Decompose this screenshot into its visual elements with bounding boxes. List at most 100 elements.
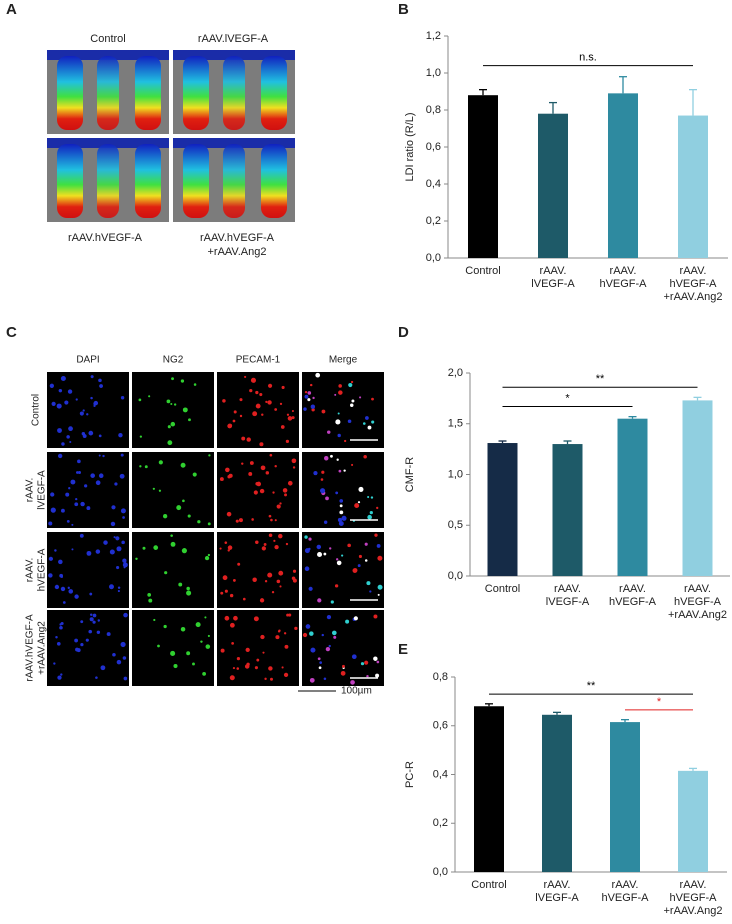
cell-dot — [232, 419, 236, 423]
y-tick-label: 0,8 — [433, 671, 448, 683]
cell-dot — [305, 624, 311, 629]
cell-dot — [180, 627, 186, 632]
cell-dot — [90, 396, 93, 400]
cell-dot — [292, 466, 296, 469]
cell-dot — [303, 407, 307, 411]
micrograph — [302, 532, 384, 608]
cell-dot — [70, 479, 76, 485]
cell-dot — [270, 518, 273, 522]
cell-dot — [158, 460, 163, 465]
cell-dot — [219, 547, 222, 550]
bar — [487, 443, 518, 576]
cell-dot — [60, 575, 63, 579]
cell-dot — [170, 421, 176, 427]
cell-dot — [122, 656, 127, 660]
cell-dot — [233, 410, 237, 414]
y-tick-label: 0,2 — [433, 817, 448, 829]
cell-dot — [246, 662, 250, 667]
y-tick-label: 1,0 — [426, 67, 441, 79]
cell-dot — [119, 473, 125, 479]
cell-dot — [315, 372, 321, 378]
cell-dot — [99, 384, 103, 388]
cell-dot — [186, 590, 192, 596]
cell-dot — [79, 533, 84, 538]
cell-dot — [170, 534, 173, 537]
row-label: Control — [31, 394, 42, 426]
micrograph — [132, 372, 214, 448]
cell-dot — [195, 622, 201, 628]
cell-dot — [282, 488, 288, 493]
cell-dot — [204, 555, 210, 561]
cell-dot — [304, 394, 309, 399]
cell-dot — [86, 506, 91, 511]
y-tick-label: 1,0 — [448, 468, 463, 480]
cell-dot — [236, 667, 240, 670]
cell-dot — [158, 489, 162, 492]
x-tick-label: lVEGF-A — [546, 596, 590, 608]
cell-dot — [331, 630, 337, 636]
cell-dot — [69, 440, 72, 443]
cell-dot — [307, 391, 312, 395]
cell-dot — [59, 625, 63, 630]
micrograph — [47, 372, 129, 448]
cell-dot — [205, 644, 211, 649]
cell-dot — [142, 546, 146, 550]
cell-dot — [61, 442, 65, 446]
cell-dot — [147, 593, 152, 597]
cell-dot — [166, 399, 171, 404]
cell-dot — [193, 383, 197, 386]
cell-dot — [170, 541, 176, 547]
cell-dot — [354, 503, 360, 509]
cell-dot — [96, 630, 101, 635]
image-label: rAAV.lVEGF-A — [198, 33, 269, 45]
cell-dot — [148, 395, 151, 398]
cell-dot — [377, 555, 383, 561]
cell-dot — [139, 465, 142, 468]
cell-dot — [219, 477, 224, 482]
cell-dot — [347, 419, 352, 424]
cell-dot — [89, 592, 93, 596]
cell-dot — [200, 640, 203, 643]
cell-dot — [274, 464, 277, 468]
cell-dot — [274, 519, 277, 522]
micrograph — [47, 532, 129, 608]
cell-dot — [90, 375, 94, 379]
cell-dot — [260, 465, 266, 471]
cell-dot — [153, 545, 159, 550]
cell-dot — [285, 542, 289, 546]
cell-dot — [336, 458, 339, 461]
ldi-paw — [135, 56, 161, 130]
cell-dot — [82, 409, 85, 412]
cell-dot — [338, 521, 344, 527]
cell-dot — [238, 518, 243, 523]
cell-dot — [48, 556, 53, 561]
cell-dot — [337, 412, 340, 415]
cell-dot — [256, 658, 260, 662]
cell-dot — [244, 375, 247, 379]
cell-dot — [207, 553, 211, 557]
cell-dot — [338, 469, 342, 473]
cell-dot — [152, 487, 155, 490]
cell-dot — [334, 393, 337, 396]
y-tick-label: 0,4 — [433, 768, 448, 780]
cell-dot — [115, 536, 120, 541]
cell-dot — [71, 523, 74, 526]
cell-dot — [181, 548, 187, 554]
cell-dot — [267, 400, 272, 405]
cell-dot — [173, 403, 177, 406]
y-tick-label: 1,2 — [426, 30, 441, 42]
cell-dot — [369, 590, 372, 593]
cell-dot — [148, 598, 153, 603]
cell-dot — [171, 377, 174, 381]
cell-dot — [351, 654, 357, 660]
cell-dot — [291, 416, 295, 420]
cell-dot — [307, 398, 311, 402]
cell-dot — [364, 559, 368, 562]
cell-dot — [264, 677, 267, 681]
micrograph — [47, 610, 129, 686]
cell-dot — [267, 572, 273, 578]
x-tick-label: rAAV. — [554, 583, 581, 595]
cell-dot — [139, 435, 142, 438]
cell-dot — [309, 631, 314, 636]
cell-dot — [123, 566, 126, 569]
